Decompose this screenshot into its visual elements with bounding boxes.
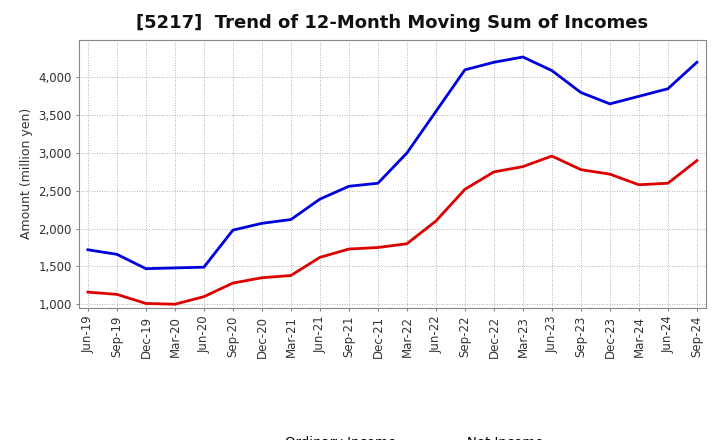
- Ordinary Income: [84, 247, 92, 253]
- Net Income: [142, 301, 150, 306]
- Y-axis label: Amount (million yen): Amount (million yen): [19, 108, 32, 239]
- Ordinary Income: [258, 221, 266, 226]
- Net Income: [461, 187, 469, 192]
- Net Income: [171, 301, 179, 307]
- Ordinary Income: [431, 109, 440, 114]
- Net Income: [606, 172, 614, 177]
- Net Income: [664, 180, 672, 186]
- Net Income: [693, 158, 701, 163]
- Net Income: [634, 182, 643, 187]
- Ordinary Income: [577, 90, 585, 95]
- Line: Net Income: Net Income: [88, 156, 697, 304]
- Ordinary Income: [606, 101, 614, 106]
- Net Income: [374, 245, 382, 250]
- Ordinary Income: [315, 197, 324, 202]
- Net Income: [287, 273, 295, 278]
- Ordinary Income: [461, 67, 469, 73]
- Ordinary Income: [142, 266, 150, 271]
- Ordinary Income: [634, 94, 643, 99]
- Ordinary Income: [199, 264, 208, 270]
- Ordinary Income: [664, 86, 672, 92]
- Legend: Ordinary Income, Net Income: Ordinary Income, Net Income: [242, 436, 543, 440]
- Title: [5217]  Trend of 12-Month Moving Sum of Incomes: [5217] Trend of 12-Month Moving Sum of I…: [136, 15, 649, 33]
- Ordinary Income: [345, 183, 354, 189]
- Net Income: [228, 280, 237, 286]
- Ordinary Income: [693, 60, 701, 65]
- Net Income: [345, 246, 354, 252]
- Ordinary Income: [490, 60, 498, 65]
- Line: Ordinary Income: Ordinary Income: [88, 57, 697, 269]
- Net Income: [402, 241, 411, 246]
- Net Income: [112, 292, 121, 297]
- Net Income: [199, 294, 208, 299]
- Ordinary Income: [402, 150, 411, 156]
- Ordinary Income: [548, 68, 557, 73]
- Net Income: [548, 154, 557, 159]
- Net Income: [518, 164, 527, 169]
- Ordinary Income: [171, 265, 179, 271]
- Net Income: [577, 167, 585, 172]
- Ordinary Income: [287, 217, 295, 222]
- Net Income: [490, 169, 498, 175]
- Ordinary Income: [112, 252, 121, 257]
- Net Income: [84, 290, 92, 295]
- Ordinary Income: [228, 227, 237, 233]
- Ordinary Income: [518, 55, 527, 60]
- Ordinary Income: [374, 180, 382, 186]
- Net Income: [258, 275, 266, 280]
- Net Income: [315, 255, 324, 260]
- Net Income: [431, 218, 440, 224]
